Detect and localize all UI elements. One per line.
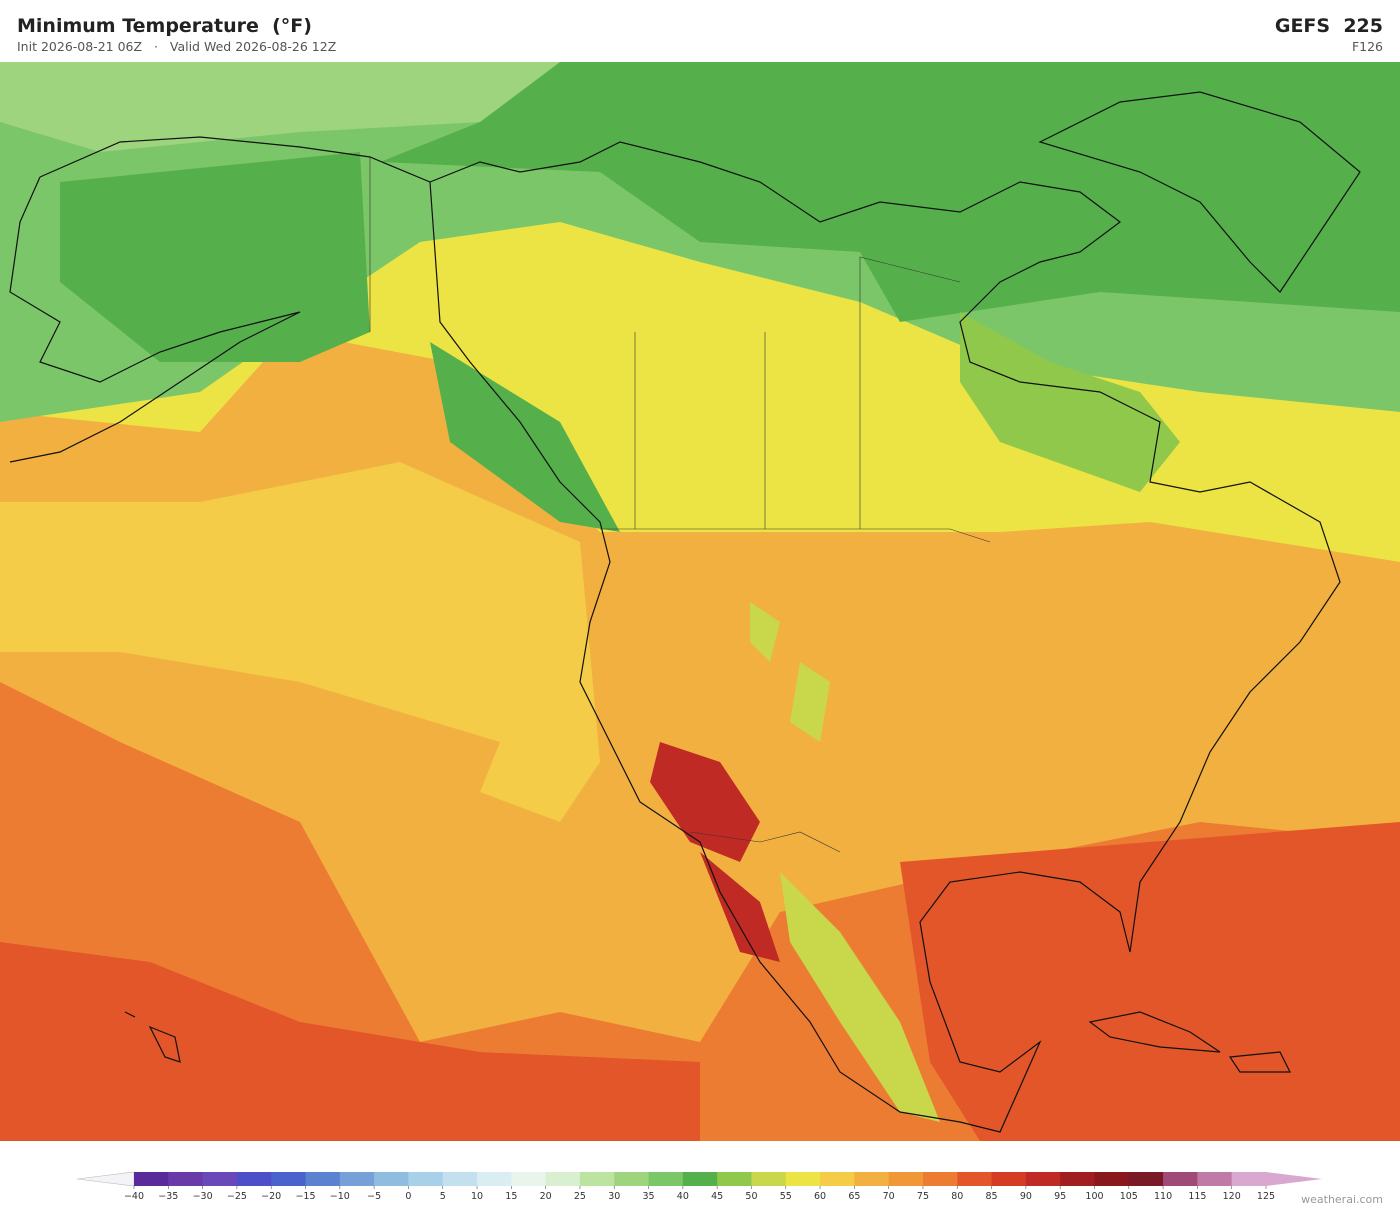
tick-label: 90 [1020,1191,1032,1200]
color-swatch [545,1172,581,1186]
tick-label: 25 [574,1191,586,1200]
forecast-hour: F126 [1351,39,1383,54]
color-swatch [511,1172,547,1186]
tick-label: 75 [917,1191,929,1200]
tick-label: 85 [986,1191,998,1200]
field-mild [0,462,600,822]
tick-label: −20 [261,1191,281,1200]
color-swatch [751,1172,787,1186]
color-swatch [134,1172,169,1186]
tick-label: −40 [124,1191,144,1200]
colorbar: −40 −35 −30 −25 −20 −15 −10 −5 0 5 10 15 20 25 30 35 40 4… [76,1171,1322,1200]
tick-label: 55 [780,1191,792,1200]
field-mexico-high [780,872,940,1122]
color-swatch [957,1172,993,1186]
tick-label: 80 [951,1191,963,1200]
color-swatch [374,1172,409,1186]
tick-label: 15 [505,1191,517,1200]
field-hot [0,822,1400,1141]
tick-label: 95 [1054,1191,1066,1200]
field-desert [650,742,780,962]
borders [369,157,991,853]
color-swatch [1197,1172,1233,1186]
color-swatch [682,1172,718,1186]
tick-label: 105 [1120,1191,1138,1200]
color-swatch [339,1172,375,1186]
color-swatch [271,1172,307,1186]
tick-label: 10 [471,1191,483,1200]
color-swatch [1231,1172,1267,1186]
color-swatch [785,1172,821,1186]
color-swatch [614,1172,650,1186]
color-swatch [1094,1172,1130,1186]
field-arctic-sea [0,62,560,152]
subtitle: Init 2026-08-21 06Z · Valid Wed 2026-08-… [17,39,336,54]
color-swatch [717,1172,752,1186]
tick-label: −35 [158,1191,178,1200]
color-swatch [1128,1172,1164,1186]
tick-label: 50 [745,1191,757,1200]
valid: Valid Wed 2026-08-26 12Z [169,39,337,54]
color-swatch [854,1172,890,1186]
init: Init 2026-08-21 06Z [17,39,143,54]
tick-label: 20 [540,1191,552,1200]
tick-label: 100 [1085,1191,1103,1200]
tick-label: 125 [1257,1191,1275,1200]
map [0,62,1400,1141]
field-hudson [960,312,1180,492]
field-colder [60,62,1400,532]
model: GEFS 225 [1274,15,1383,37]
tick-label: 45 [711,1191,723,1200]
tick-label: 120 [1223,1191,1241,1200]
color-swatch [1060,1172,1095,1186]
color-swatch [922,1172,958,1186]
tick-label: −15 [295,1191,315,1200]
extend-low [76,1171,135,1187]
tick-label: −10 [330,1191,350,1200]
separator: · [153,39,158,54]
color-swatch [442,1172,478,1186]
credit: weatherai.com [1301,1193,1383,1206]
color-swatch [1163,1172,1198,1186]
tick-label: 70 [883,1191,895,1200]
color-swatch [888,1172,924,1186]
tick-label: −30 [193,1191,213,1200]
color-swatch [579,1172,615,1186]
coastlines [9,91,1361,1133]
color-swatch [408,1172,444,1186]
color-swatch [236,1172,272,1186]
tick-label: 60 [814,1191,826,1200]
tick-label: 5 [440,1191,446,1200]
tick-label: 35 [642,1191,654,1200]
tick-label: 40 [677,1191,689,1200]
tick-label: 110 [1154,1191,1172,1200]
tick-label: 115 [1188,1191,1206,1200]
tick-label: −5 [367,1191,381,1200]
field-rockies [750,602,830,742]
color-swatch [648,1172,684,1186]
tick-label: 0 [405,1191,411,1200]
color-swatch [991,1172,1027,1186]
color-swatch [477,1172,512,1186]
extend-high [1266,1172,1322,1186]
tick-label: 30 [608,1191,620,1200]
color-swatch [168,1172,204,1186]
color-swatch [305,1172,341,1186]
title: Minimum Temperature (°F) [17,15,312,37]
color-swatch [820,1172,855,1186]
tick-label: −25 [227,1191,247,1200]
tick-label: 65 [848,1191,860,1200]
color-swatch [1025,1172,1061,1186]
color-swatch [202,1172,238,1186]
